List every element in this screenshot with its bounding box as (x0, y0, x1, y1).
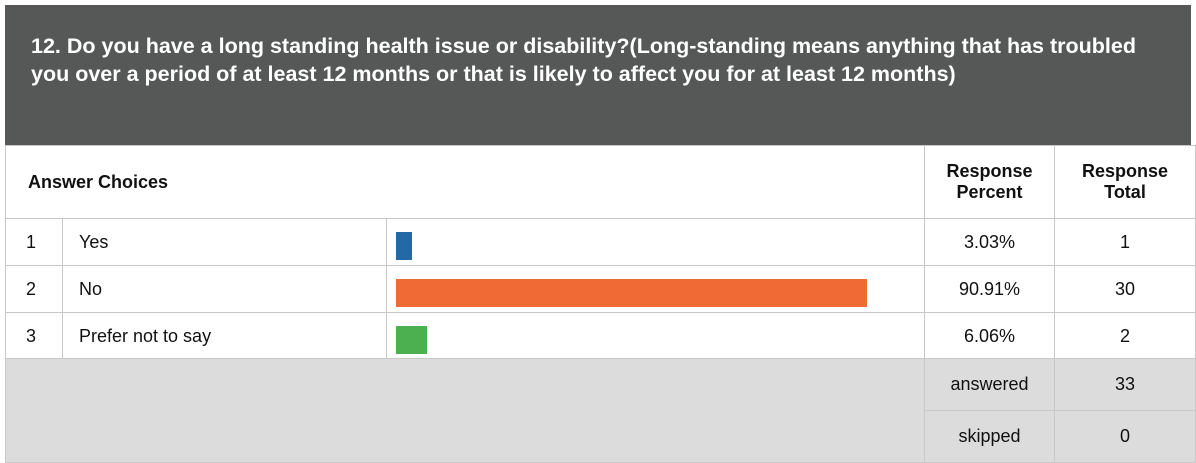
choice: Yes (62, 218, 387, 266)
choice: Prefer not to say (62, 312, 387, 360)
total: 30 (1054, 265, 1196, 313)
bar-cell (386, 265, 925, 313)
question-title: 12. Do you have a long standing health i… (5, 5, 1191, 145)
row-number: 3 (5, 312, 63, 360)
bar-cell (386, 312, 925, 360)
total: 2 (1054, 312, 1196, 360)
percent: 6.06% (924, 312, 1055, 360)
skipped-label: skipped (924, 410, 1055, 463)
column-header: Answer Choices (5, 145, 925, 219)
bar (396, 326, 428, 354)
footer-blank (5, 358, 925, 463)
column-header: Response Percent (924, 145, 1055, 219)
choice: No (62, 265, 387, 313)
percent: 3.03% (924, 218, 1055, 266)
percent: 90.91% (924, 265, 1055, 313)
answered-label: answered (924, 358, 1055, 411)
row-number: 2 (5, 265, 63, 313)
column-header: Response Total (1054, 145, 1196, 219)
bar (396, 279, 867, 307)
skipped-count: 0 (1054, 410, 1196, 463)
bar (396, 232, 412, 260)
bar-cell (386, 218, 925, 266)
answered-count: 33 (1054, 358, 1196, 411)
row-number: 1 (5, 218, 63, 266)
total: 1 (1054, 218, 1196, 266)
